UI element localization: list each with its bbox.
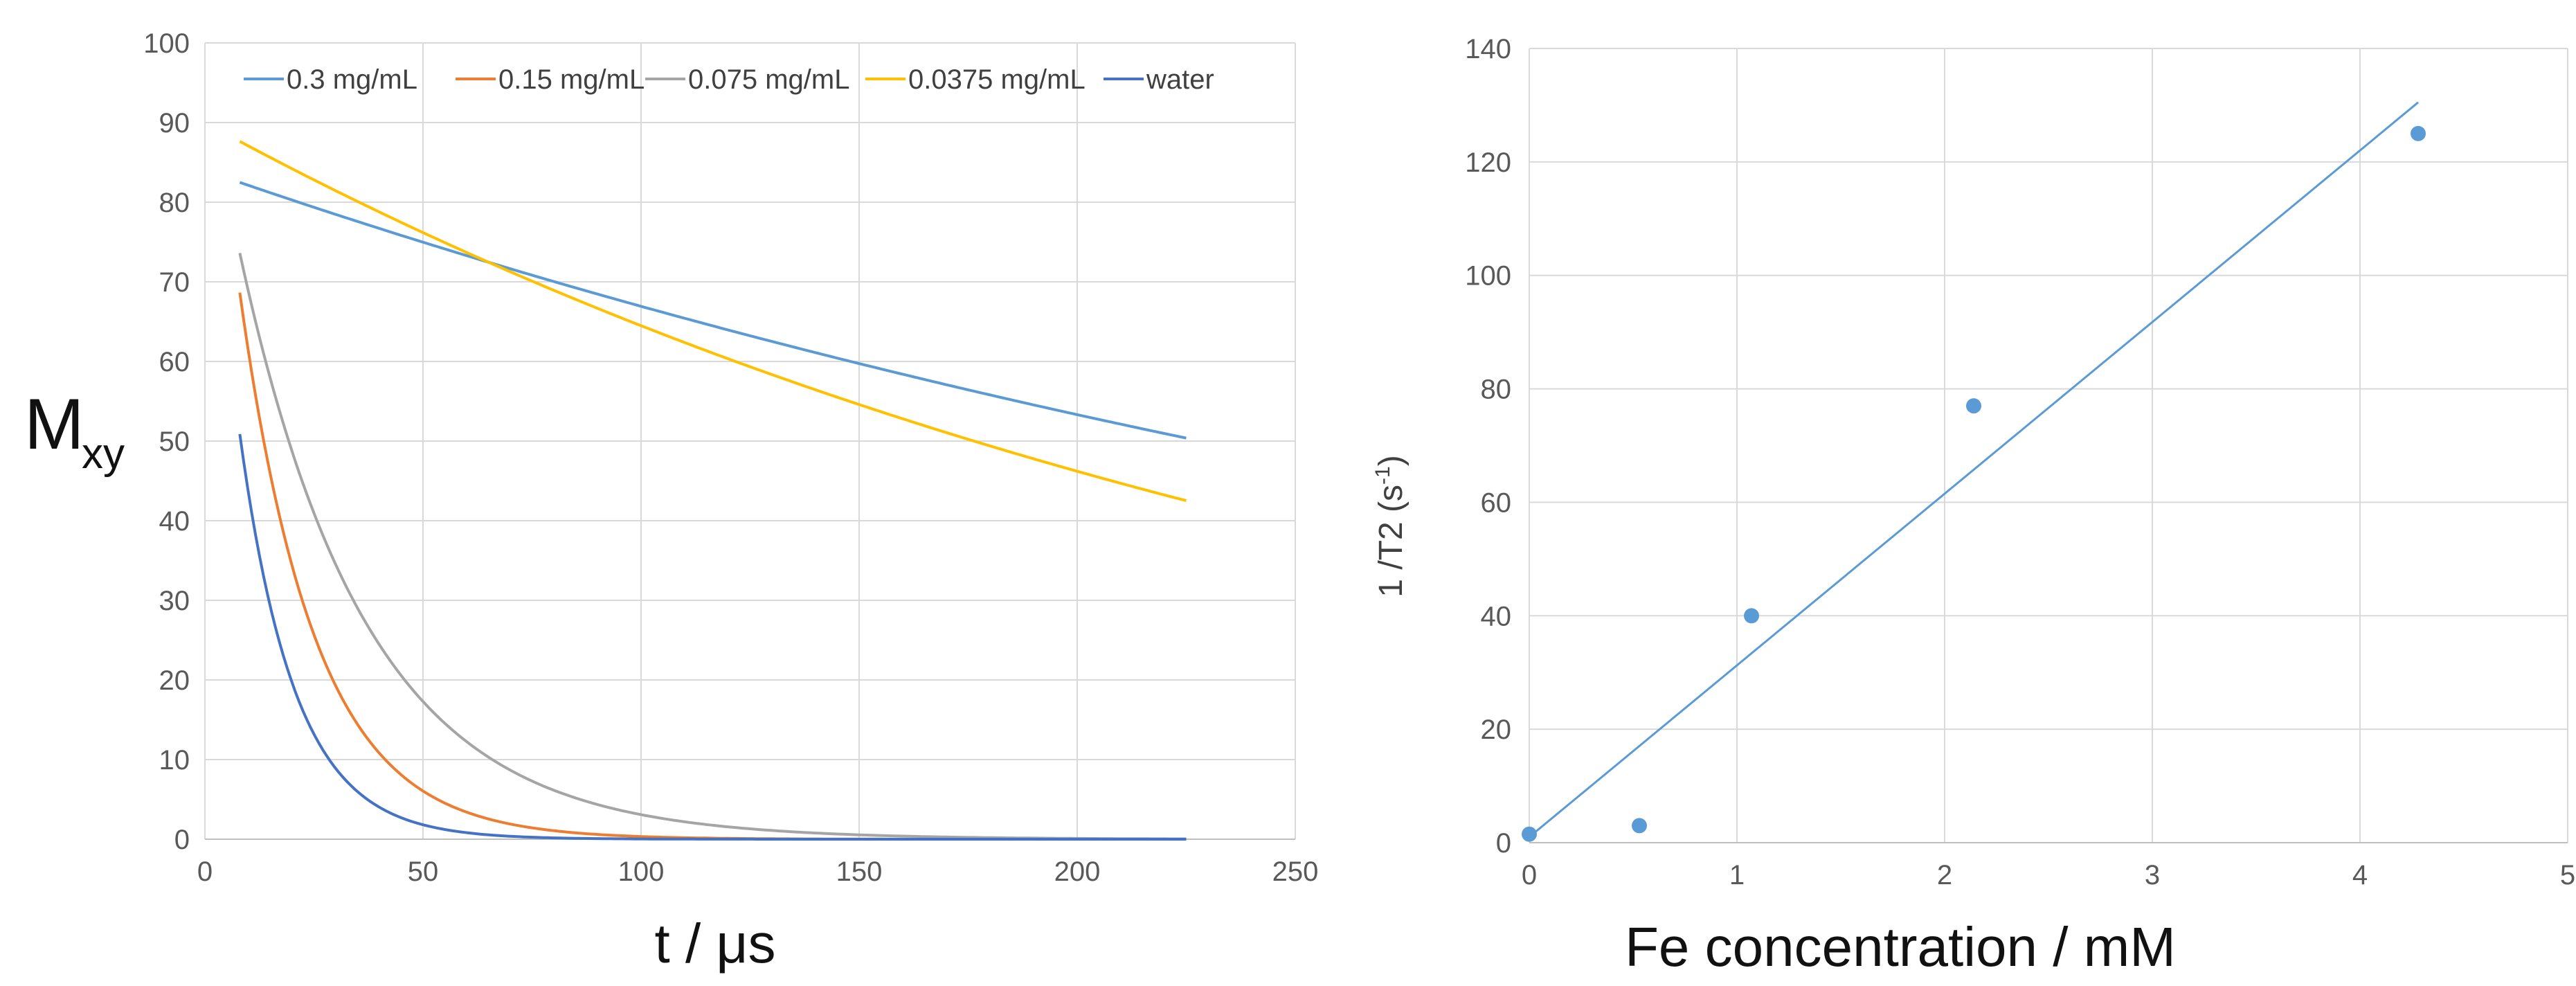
x-axis-label: t / μs (655, 913, 776, 974)
series-line (238, 252, 1187, 841)
x-tick-label: 50 (408, 857, 439, 887)
y-tick-label: 80 (159, 188, 190, 218)
trendline (1529, 101, 2419, 838)
y-tick-label: 50 (159, 427, 190, 457)
x-tick-label: 2 (1937, 860, 1952, 890)
legend-label: 0.3 mg/mL (287, 64, 417, 95)
y-tick-label: 60 (1481, 487, 1512, 518)
y-tick-label: 100 (1465, 261, 1511, 292)
x-tick-label: 5 (2560, 860, 2575, 890)
y-tick-label: 0 (174, 825, 190, 855)
legend-label: 0.0375 mg/mL (908, 64, 1086, 95)
y-tick-label: 120 (1465, 147, 1511, 178)
y-tick-label: 60 (159, 347, 190, 377)
y-tick-label: 90 (159, 108, 190, 138)
series-line (239, 181, 1187, 440)
data-point (2411, 125, 2426, 141)
y-tick-label: 20 (159, 665, 190, 696)
y-tick-label: 40 (1481, 601, 1512, 631)
y-axis-label: 1 /T2 (s-1) (1371, 455, 1409, 597)
x-tick-label: 4 (2352, 860, 2368, 890)
y-axis-label-end: ) (1373, 455, 1409, 466)
data-point (1632, 818, 1647, 834)
legend-label: 0.15 mg/mL (498, 64, 645, 95)
legend: 0.3 mg/mL 0.15 mg/mL 0.075 mg/mL 0.0375 mg/… (244, 64, 1214, 95)
x-tick-label: 100 (618, 857, 665, 887)
y-tick-label: 140 (1465, 34, 1511, 64)
y-tick-label: 100 (143, 28, 190, 59)
y-tick-label: 40 (159, 506, 190, 537)
y-axis-label-sup: -1 (1371, 466, 1394, 485)
y-tick-label: 70 (159, 267, 190, 298)
data-point (1744, 608, 1759, 624)
series-line (239, 140, 1187, 503)
y-axis-label-main: 1 /T2 (s (1373, 485, 1409, 598)
series-line (238, 433, 1187, 841)
legend-label: 0.075 mg/mL (688, 64, 849, 95)
x-tick-label: 0 (197, 857, 213, 887)
y-tick-label: 10 (159, 745, 190, 776)
y-tick-label: 30 (159, 586, 190, 616)
y-tick-label: 80 (1481, 375, 1512, 405)
x-axis-label: Fe concentration / mM (1625, 916, 2176, 978)
x-tick-label: 3 (2145, 860, 2160, 890)
y-axis-label: M (24, 384, 84, 465)
y-tick-label: 0 (1496, 828, 1511, 859)
x-tick-label: 0 (1522, 860, 1537, 890)
legend-label: water (1146, 64, 1214, 95)
relaxivity-chart: 0 20 40 60 80 100 120 140 0 1 2 3 4 5 Fe concentrati… (1371, 34, 2575, 978)
x-tick-label: 250 (1272, 857, 1319, 887)
x-tick-label: 150 (836, 857, 883, 887)
series-line (238, 292, 1187, 841)
y-axis-label-subscript: xy (82, 430, 125, 478)
x-tick-label: 1 (1729, 860, 1745, 890)
x-tick-label: 200 (1054, 857, 1101, 887)
data-point (1522, 826, 1537, 842)
y-tick-label: 20 (1481, 715, 1512, 745)
data-point (1966, 398, 1981, 414)
decay-curves-chart: 0 10 20 30 40 50 60 70 80 90 100 0 50 100 150 200 250 0… (24, 28, 1318, 974)
